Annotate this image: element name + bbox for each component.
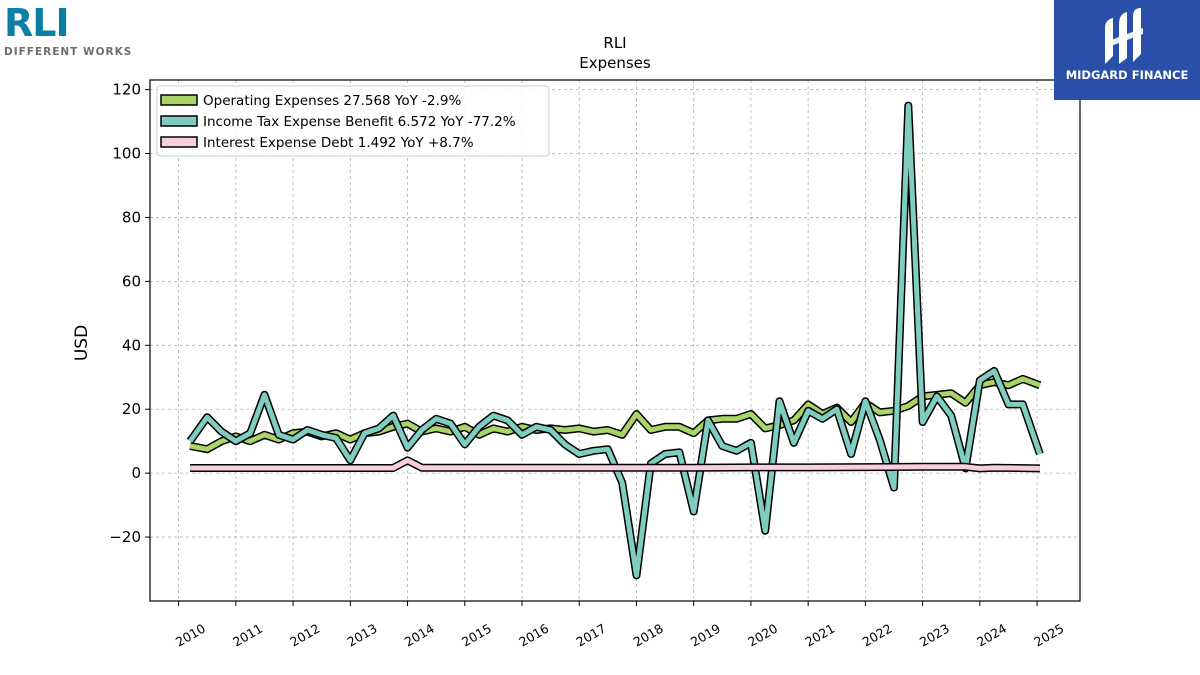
legend-swatch: [160, 136, 198, 148]
x-tick-label: 2014: [402, 621, 437, 650]
y-axis-label: USD: [72, 325, 92, 361]
series-income-tax-expense-benefit: [186, 101, 1044, 580]
series-operating-expenses: [189, 374, 1042, 454]
x-axis-ticks: 2010 2011 2012 2013 2014 2015 2016 2017 2018 2019…: [173, 601, 1066, 650]
legend-label: Income Tax Expense Benefit 6.572 YoY -77…: [203, 114, 516, 130]
x-tick-label: 2012: [287, 621, 322, 650]
midgard-finance-logo: MIDGARD FINANCE: [1054, 0, 1200, 100]
chart-subtitle: Expenses: [579, 54, 651, 72]
series-interest-expense-debt: [190, 456, 1040, 473]
x-tick-label: 2024: [974, 621, 1009, 650]
y-tick-label: 0: [131, 464, 141, 482]
y-axis-ticks: −20 0 20 40 60 80 100 120: [109, 81, 150, 546]
midgard-logo-text: MIDGARD FINANCE: [1065, 68, 1189, 82]
chart-title: RLI: [603, 34, 626, 52]
y-tick-label: 60: [122, 272, 141, 290]
legend-box: [156, 85, 550, 157]
x-tick-label: 2015: [459, 621, 494, 650]
y-tick-label: 120: [112, 81, 141, 99]
x-tick-label: 2011: [230, 621, 265, 650]
plot-frame: [149, 79, 1081, 602]
chart-legend: Operating Expenses 27.568 YoY -2.9% Incom…: [156, 85, 550, 157]
rli-logo-text: RLI: [4, 1, 70, 45]
series-line: [188, 103, 1043, 578]
rli-logo-tagline: DIFFERENT WORKS: [4, 46, 133, 58]
x-tick-label: 2023: [917, 621, 952, 650]
x-tick-label: 2016: [516, 621, 551, 650]
x-tick-label: 2022: [860, 621, 895, 650]
series-lines: [186, 101, 1044, 580]
x-tick-label: 2013: [345, 621, 380, 650]
x-tick-label: 2017: [573, 621, 608, 650]
y-tick-label: 20: [122, 400, 141, 418]
x-tick-label: 2018: [631, 621, 666, 650]
y-tick-label: 80: [122, 208, 141, 226]
y-tick-label: 40: [122, 336, 141, 354]
series-line: [190, 457, 1040, 471]
x-tick-label: 2010: [173, 621, 208, 650]
x-tick-label: 2019: [688, 621, 723, 650]
y-tick-label: −20: [109, 528, 141, 546]
x-tick-label: 2020: [745, 621, 780, 650]
x-tick-label: 2025: [1031, 621, 1066, 650]
legend-swatch: [160, 115, 198, 127]
series-line-outline: [189, 374, 1042, 454]
grid-lines: [150, 80, 1080, 601]
midgard-logo-icon: [1054, 6, 1200, 72]
legend-label: Operating Expenses 27.568 YoY -2.9%: [203, 93, 462, 109]
y-tick-label: 100: [112, 145, 141, 163]
x-tick-label: 2021: [802, 621, 837, 650]
legend-swatch: [160, 94, 198, 106]
rli-logo: RLI DIFFERENT WORKS: [4, 4, 144, 60]
legend-label: Interest Expense Debt 1.492 YoY +8.7%: [203, 135, 474, 151]
